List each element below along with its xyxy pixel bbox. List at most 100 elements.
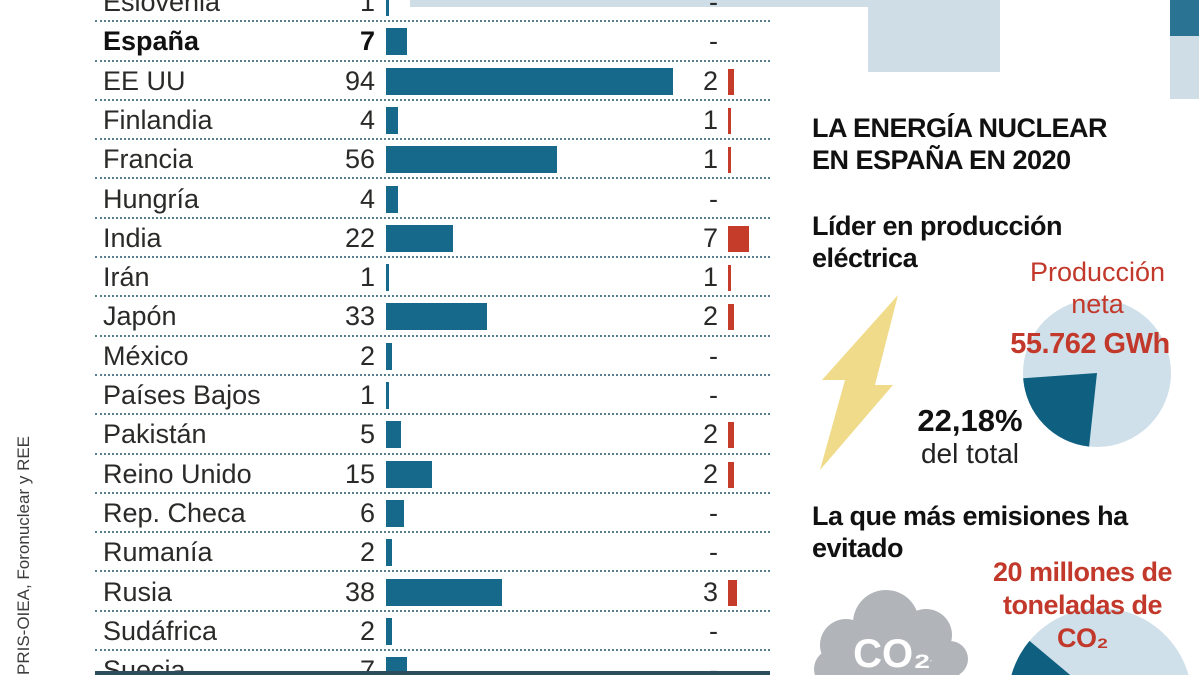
table-row: Francia 56 1: [95, 140, 770, 180]
table-row: Rusia 38 3: [95, 573, 770, 612]
reactors-bar: [386, 342, 392, 370]
construction-value: -: [709, 26, 718, 57]
reactors-value: 22: [344, 222, 375, 253]
table-row: Pakistán 5 2: [95, 415, 770, 455]
construction-value: -: [709, 655, 718, 675]
cloud-co2-label: CO₂: [853, 632, 931, 675]
construction-value: 3: [702, 576, 718, 607]
reactors-bar: [386, 67, 673, 95]
pie-background: [1011, 608, 1189, 675]
country-label: Países Bajos: [103, 380, 261, 410]
construction-value: -: [709, 615, 718, 646]
share-subtext: del total: [920, 438, 1020, 469]
table-row: España 7 -: [95, 22, 770, 62]
construction-value: -: [709, 0, 718, 17]
country-label: Pakistán: [103, 419, 207, 450]
country-label: España: [103, 26, 200, 57]
country-label: Eslovenia: [103, 0, 221, 17]
reactors-value: 94: [344, 65, 375, 96]
reactors-bar: [386, 146, 557, 174]
production-value: 55.762 GWh: [1010, 328, 1170, 360]
decor-block: [868, 0, 1000, 72]
emissions-pie-wedge: [1011, 640, 1071, 675]
reactors-value: 2: [359, 340, 375, 371]
panel-title: LA ENERGÍA NUCLEAR EN ESPAÑA EN 2020: [812, 113, 1108, 175]
reactors-value: 4: [359, 183, 375, 214]
reactors-value: 33: [344, 301, 375, 332]
reactors-bar: [386, 617, 392, 645]
table-row: Finlandia 4 1: [95, 101, 770, 141]
country-label: Suecia: [103, 655, 186, 675]
country-label: Sudáfrica: [103, 615, 218, 646]
construction-value: -: [709, 380, 718, 410]
country-label: Irán: [103, 262, 150, 293]
country-label: Finlandia: [103, 104, 213, 135]
country-label: Reino Unido: [103, 458, 252, 489]
reactors-bar: [386, 460, 432, 488]
decor-band: [410, 0, 1000, 7]
construction-value: 1: [702, 262, 718, 293]
country-label: México: [103, 340, 189, 371]
emissions-heading: La que más emisiones ha evitado: [812, 501, 1128, 563]
lightning-icon: [820, 295, 898, 470]
construction-value: -: [709, 183, 718, 214]
reactors-value: 6: [359, 497, 375, 528]
country-label: EE UU: [103, 65, 186, 96]
reactors-value: 1: [359, 380, 375, 410]
construction-value: 2: [702, 301, 718, 332]
construction-bar: [728, 265, 731, 292]
reactors-bar: [386, 28, 407, 56]
reactors-value: 1: [359, 0, 375, 17]
reactors-value: 4: [359, 104, 375, 135]
construction-value: 1: [702, 144, 718, 175]
reactor-table: Eslovenia 1- España 7- EE UU 94 2 Finlandia 4 1 Fr…: [95, 0, 770, 675]
reactors-bar: [386, 499, 404, 527]
country-label: Japón: [103, 301, 177, 332]
emissions-pie-chart: [1011, 608, 1189, 675]
reactors-bar: [386, 185, 398, 213]
reactors-bar: [386, 578, 502, 606]
decor-edge-blue: [1170, 36, 1199, 99]
reactors-bar: [386, 106, 398, 134]
reactors-value: 7: [359, 655, 375, 675]
reactors-bar: [386, 539, 392, 567]
reactors-value: 2: [359, 537, 375, 568]
construction-value: 7: [702, 222, 718, 253]
decor-edge-teal: [1170, 0, 1199, 36]
construction-bar: [728, 304, 734, 331]
reactors-bar: [386, 224, 453, 252]
production-pie-chart: [1023, 299, 1171, 447]
table-row: México 2 -: [95, 337, 770, 376]
reactors-bar: [386, 421, 401, 449]
table-row: Reino Unido 15 2: [95, 455, 770, 494]
table-row: Japón 33 2: [95, 297, 770, 337]
source-credit: PRIS-OIEA, Foronuclear y REE: [14, 435, 33, 675]
country-label: Hungría: [103, 183, 200, 214]
country-label: Rusia: [103, 576, 173, 607]
construction-bar: [728, 225, 749, 252]
co2-cloud-icon: CO₂: [814, 590, 968, 675]
table-row: India 22 7: [95, 219, 770, 259]
construction-value: 2: [702, 419, 718, 450]
table-row: EE UU 94 2: [95, 62, 770, 101]
reactors-value: 1: [359, 262, 375, 293]
construction-value: -: [709, 537, 718, 568]
table-row: Rumanía 2 -: [95, 533, 770, 573]
table-row: Rep. Checa 6 -: [95, 494, 770, 534]
table-row: Hungría 4 -: [95, 180, 770, 219]
production-share: 22,18% del total: [890, 404, 1050, 470]
construction-bar: [728, 461, 734, 488]
reactors-value: 2: [359, 615, 375, 646]
construction-bar: [728, 579, 737, 606]
reactors-bar: [386, 303, 487, 331]
construction-value: 2: [702, 458, 718, 489]
production-pie-wedge: [1023, 373, 1097, 447]
country-label: Rep. Checa: [103, 497, 246, 528]
construction-bar: [728, 422, 734, 449]
country-label: India: [103, 222, 162, 253]
production-heading: Líder en producción eléctrica: [812, 211, 1063, 273]
construction-value: 2: [702, 65, 718, 96]
construction-bar: [728, 147, 731, 174]
production-label: Producción neta: [1029, 257, 1166, 319]
